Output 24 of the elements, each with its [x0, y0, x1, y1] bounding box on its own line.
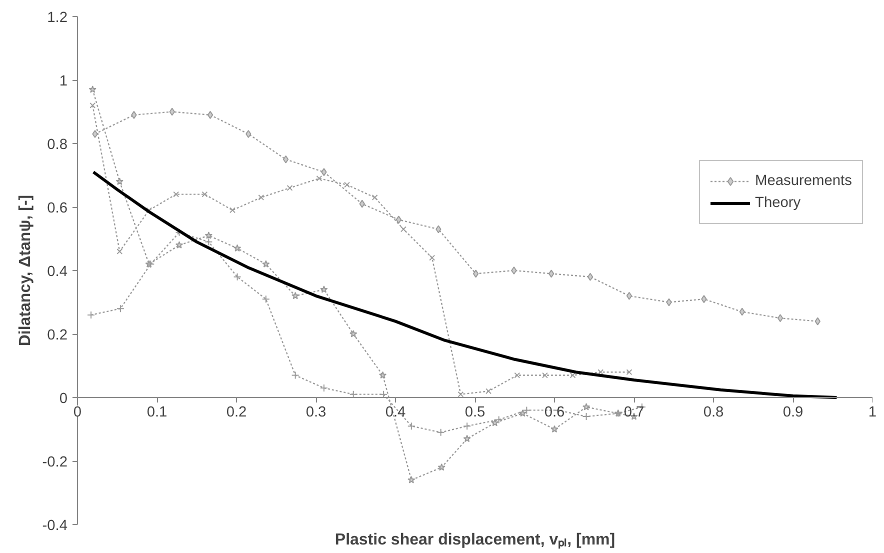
legend-label: Theory — [755, 195, 801, 211]
x-tick-label: 0.6 — [544, 404, 565, 420]
x-tick-label: 0.2 — [226, 404, 247, 420]
x-tick-label: 1 — [868, 404, 877, 420]
y-tick-label: 0.8 — [47, 137, 68, 153]
x-tick-label: 0.3 — [306, 404, 326, 420]
y-tick-label: 1.2 — [47, 10, 68, 26]
x-tick-label: 0.4 — [385, 404, 406, 420]
y-tick-label: -0.2 — [42, 454, 68, 470]
y-tick-label: 0.6 — [47, 200, 68, 216]
y-tick-label: 1 — [59, 74, 68, 90]
x-tick-label: 0.7 — [624, 404, 644, 420]
x-tick-label: 0.9 — [782, 404, 804, 420]
x-tick-label: 0.8 — [703, 404, 724, 420]
y-tick-label: 0 — [59, 391, 68, 407]
y-tick-label: -0.4 — [42, 518, 68, 534]
y-axis-title: Dilatancy, Δtanψ, [-] — [17, 194, 34, 346]
x-tick-label: 0.1 — [146, 404, 168, 420]
x-axis-title: Plastic shear displacement, vₚₗ, [mm] — [334, 532, 616, 550]
x-tick-label: 0.5 — [464, 404, 486, 420]
legend-label: Measurements — [755, 173, 852, 189]
y-tick-label: 0.2 — [47, 328, 68, 344]
y-tick-label: 0.4 — [47, 264, 68, 280]
x-tick-label: 0 — [73, 404, 82, 420]
